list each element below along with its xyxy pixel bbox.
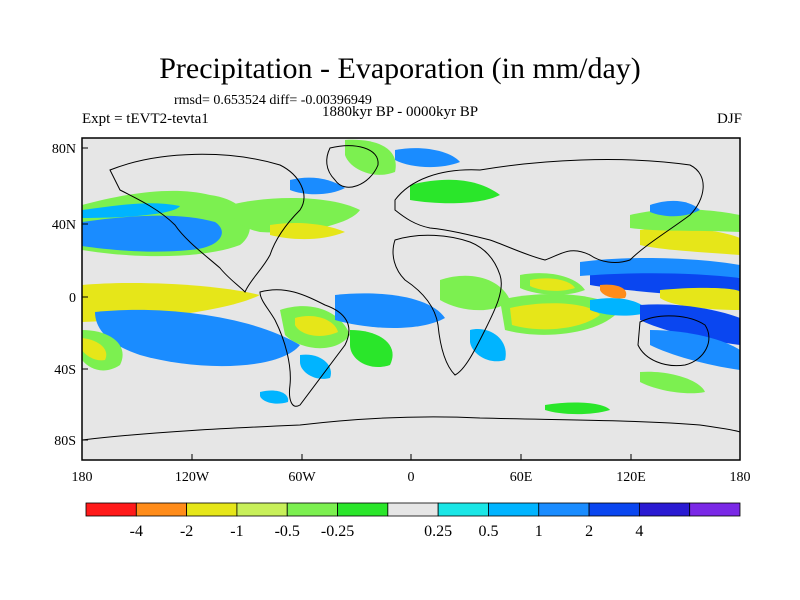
colorbar-label: -1 [230,523,243,540]
field-region [335,293,445,328]
field-region [640,227,740,255]
field-region [345,139,396,175]
field-region [630,209,740,232]
coastline-africa [392,234,502,376]
field-region [410,179,500,204]
colorbar-swatch [588,502,640,517]
colorbar-label: 2 [585,523,593,540]
colorbar-swatch [135,502,188,517]
season-label: DJF [716,111,742,127]
field-region [395,148,460,168]
field-region [545,402,610,415]
field-region [650,330,740,370]
colorbar-label: -0.5 [275,523,300,540]
colorbar-label: -2 [180,523,193,540]
colorbar-swatch [85,502,137,517]
experiment-label: Expt = tEVT2-tevta1 [82,111,209,127]
field-region [260,390,289,404]
lon-tick-label: 0 [408,470,415,485]
colorbar-swatch [186,502,238,517]
colorbar-label: 1 [535,523,543,540]
field-region [270,222,345,240]
field-region [640,304,740,345]
lon-tick-label: 60W [288,470,316,485]
colorbar-swatch [387,502,439,517]
field-region [82,215,222,252]
colorbar-swatch [337,502,389,517]
lon-tick-label: 120E [616,470,646,485]
lon-tick-label: 60E [510,470,533,485]
coastline-eurasia [394,159,704,263]
field-region [660,287,740,310]
lon-tick-label: 180 [72,470,93,485]
lat-tick-label: 80S [54,434,76,449]
colorbar: -4 -2 -1 -0.5 -0.25 0.25 0.5 1 2 4 [85,502,741,540]
field-region [600,284,627,299]
colorbar-swatch [286,502,338,517]
stats-text: rmsd= 0.653524 diff= -0.00396949 [174,93,372,108]
longitude-axis: 180 120W 60W 0 60E 120E 180 [72,454,751,485]
lat-tick-label: 80N [52,142,76,157]
colorbar-label: 4 [635,523,643,540]
coastline-north-america [109,153,305,293]
coastline-antarctica [82,416,740,441]
colorbar-swatch [236,502,288,517]
period-label: 1880kyr BP - 0000kyr BP [322,104,479,120]
coastline-australia [637,315,710,367]
colorbar-label: -4 [130,523,143,540]
field-region [530,278,575,291]
lat-tick-label: 40N [52,218,76,233]
field-region [82,338,107,361]
chart-title: Precipitation - Evaporation (in mm/day) [159,52,641,85]
field-region [300,354,331,379]
field-region [295,315,338,336]
colorbar-swatch [488,502,540,517]
colorbar-label: -0.25 [321,523,354,540]
field-region [590,298,650,316]
lat-tick-label: 0 [69,291,76,306]
coastline-greenland [326,145,379,188]
colorbar-swatch [538,502,590,517]
field-region [640,371,705,394]
colorbar-swatch [689,502,741,517]
lon-tick-label: 120W [175,470,210,485]
colorbar-swatch [638,502,691,517]
field-region [440,275,510,311]
colorbar-label: 0.25 [424,523,452,540]
field-region [290,177,345,195]
coastline-south-america [259,289,350,407]
field-region [82,203,180,218]
coastlines [82,145,740,441]
colorbar-label: 0.5 [478,523,498,540]
lon-tick-label: 180 [730,470,751,485]
field-region [95,309,300,367]
field-region [650,200,700,217]
colorbar-swatch [437,502,489,517]
latitude-axis: 80N 40N 0 40S 80S [52,142,88,449]
field-region [470,329,506,362]
field-region [510,303,600,330]
lat-tick-label: 40S [54,363,76,378]
field-region [350,330,393,368]
field-region [580,258,740,278]
